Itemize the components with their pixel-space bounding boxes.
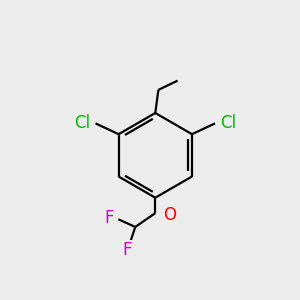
Text: O: O [163, 206, 176, 224]
Text: Cl: Cl [74, 114, 90, 132]
Text: F: F [123, 241, 132, 259]
Text: F: F [104, 209, 114, 227]
Text: Cl: Cl [220, 114, 237, 132]
